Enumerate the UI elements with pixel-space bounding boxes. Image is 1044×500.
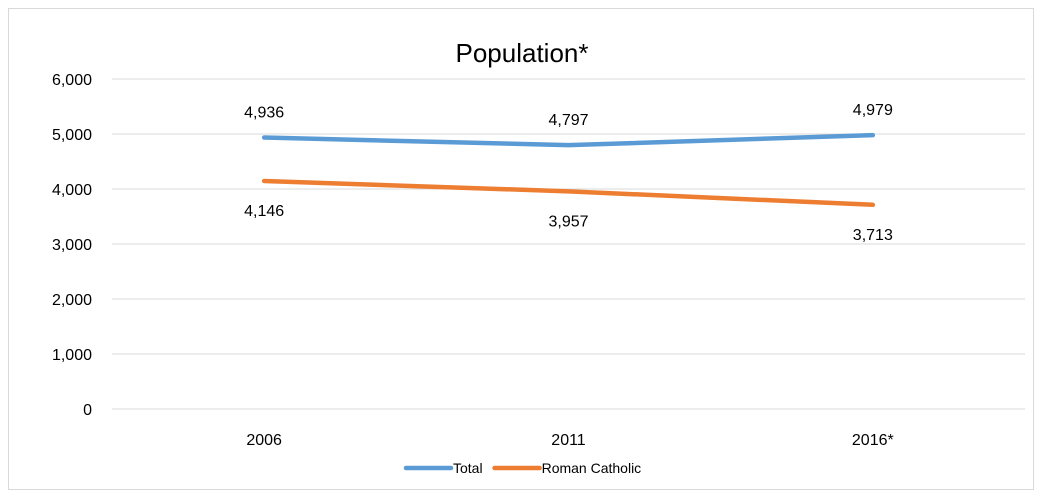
legend-label: Roman Catholic: [542, 460, 642, 476]
data-label: 4,979: [853, 102, 893, 119]
y-tick-label: 6,000: [52, 72, 92, 89]
data-label: 4,797: [548, 112, 588, 129]
y-tick-label: 2,000: [52, 292, 92, 309]
x-tick-label: 2016*: [852, 432, 894, 449]
data-label: 3,957: [548, 213, 588, 230]
y-tick-label: 0: [83, 402, 92, 419]
x-tick-label: 2006: [246, 432, 282, 449]
data-labels: 4,936 4,797 4,979 4,146 3,957 3,713: [244, 102, 893, 244]
y-tick-label: 3,000: [52, 237, 92, 254]
legend: Total Roman Catholic: [403, 460, 642, 476]
chart-title: Population*: [456, 38, 589, 68]
gridlines: [112, 78, 1025, 410]
data-label: 4,146: [244, 203, 284, 220]
line-chart: Population* 0 1,000 2,000 3,000 4,000 5,000 6,…: [52, 38, 1025, 476]
legend-label: Total: [453, 460, 483, 476]
x-axis-tick-labels: 2006 2011 2016*: [246, 432, 893, 449]
series-line-total: [261, 132, 876, 148]
data-label: 3,713: [853, 227, 893, 244]
data-label: 4,936: [244, 105, 284, 122]
y-tick-label: 4,000: [52, 182, 92, 199]
series-line-roman-catholic: [261, 178, 876, 208]
x-tick-label: 2011: [551, 432, 586, 449]
chart-container: Population* 0 1,000 2,000 3,000 4,000 5,000 6,…: [8, 8, 1034, 490]
series-lines: [261, 132, 876, 208]
y-axis-tick-labels: 0 1,000 2,000 3,000 4,000 5,000 6,000: [52, 72, 92, 419]
y-tick-label: 1,000: [52, 347, 92, 364]
y-tick-label: 5,000: [52, 127, 92, 144]
